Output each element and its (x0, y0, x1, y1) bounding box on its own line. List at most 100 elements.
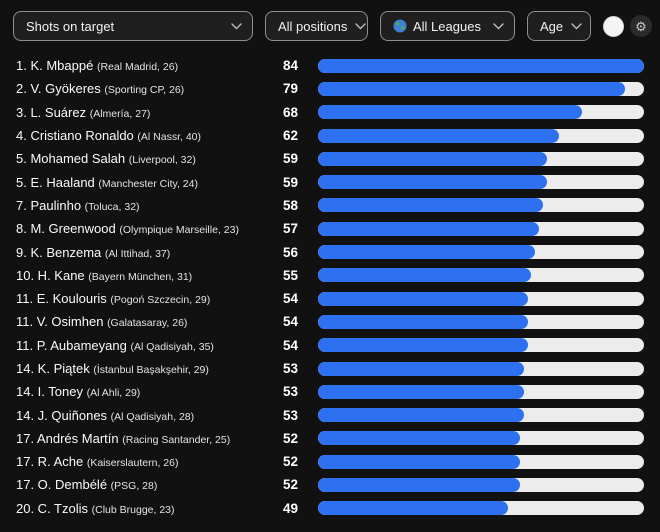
player-label: 17. Andrés Martín (Racing Santander, 25) (16, 431, 260, 446)
bar-track (318, 175, 644, 190)
bar-fill (318, 361, 524, 376)
player-rank-name: 11. V. Osimhen (16, 314, 108, 330)
player-row[interactable]: 11. E. Koulouris (Pogoń Szczecin, 29) 54 (16, 287, 644, 310)
age-filter-dropdown[interactable]: Age (527, 11, 591, 41)
bar-fill (318, 105, 582, 120)
bar-fill (318, 338, 528, 353)
player-rank-name: 5. E. Haaland (16, 174, 99, 190)
player-row[interactable]: 14. J. Quiñones (Al Qadisiyah, 28) 53 (16, 403, 644, 426)
player-value: 53 (282, 361, 298, 376)
player-rank-name: 9. K. Benzema (16, 244, 105, 260)
player-rank-name: 14. I. Toney (16, 384, 87, 400)
chevron-down-icon (355, 22, 367, 30)
player-label: 1. K. Mbappé (Real Madrid, 26) (16, 58, 260, 73)
player-value: 54 (282, 291, 298, 307)
player-rank-name: 8. M. Greenwood (16, 221, 120, 237)
player-label: 10. H. Kane (Bayern München, 31) (16, 268, 260, 283)
player-label: 17. R. Ache (Kaiserslautern, 26) (16, 454, 260, 469)
bar-track (318, 268, 644, 283)
player-club-age: (Club Brugge, 23) (91, 503, 175, 516)
bar-track (318, 128, 644, 143)
bar-track (318, 338, 644, 353)
player-club-age: (PSG, 28) (110, 480, 158, 493)
player-club-age: (Galatasaray, 26) (107, 317, 188, 330)
player-value: 52 (282, 454, 298, 470)
player-club-age: (Kaiserslautern, 26) (86, 457, 179, 470)
player-row[interactable]: 1. K. Mbappé (Real Madrid, 26) 84 (16, 54, 644, 77)
bar-track (318, 58, 644, 73)
player-row[interactable]: 14. K. Piątek (İstanbul Başakşehir, 29) … (16, 357, 644, 380)
player-row[interactable]: 14. I. Toney (Al Ahli, 29) 53 (16, 380, 644, 403)
player-club-age: (Liverpool, 32) (128, 154, 196, 167)
player-club-age: (İstanbul Başakşehir, 29) (93, 364, 209, 376)
player-club-age: (Pogoń Szczecin, 29) (110, 294, 211, 307)
league-filter-dropdown[interactable]: All Leagues (380, 11, 515, 41)
player-row[interactable]: 11. P. Aubameyang (Al Qadisiyah, 35) 54 (16, 334, 644, 357)
player-rank-name: 3. L. Suárez (16, 104, 90, 120)
player-row[interactable]: 2. V. Gyökeres (Sporting CP, 26) 79 (16, 77, 644, 100)
player-label: 11. E. Koulouris (Pogoń Szczecin, 29) (16, 291, 260, 306)
player-club-age: (Sporting CP, 26) (104, 84, 185, 97)
bar-track (318, 408, 644, 423)
player-row[interactable]: 20. C. Tzolis (Club Brugge, 23) 49 (16, 497, 644, 520)
bar-fill (318, 291, 528, 306)
player-value: 49 (282, 500, 298, 516)
player-row[interactable]: 5. Mohamed Salah (Liverpool, 32) 59 (16, 147, 644, 170)
theme-toggle[interactable] (603, 15, 624, 37)
bar-fill (318, 454, 520, 469)
player-row[interactable]: 17. Andrés Martín (Racing Santander, 25)… (16, 427, 644, 450)
player-value: 53 (282, 384, 298, 400)
player-row[interactable]: 17. O. Dembélé (PSG, 28) 52 (16, 473, 644, 496)
player-row[interactable]: 8. M. Greenwood (Olympique Marseille, 23… (16, 217, 644, 240)
filter-toolbar: Shots on target All positions All League… (0, 0, 660, 50)
player-value: 54 (282, 337, 298, 353)
player-rank-name: 17. Andrés Martín (16, 430, 123, 446)
chevron-down-icon (493, 22, 504, 30)
bar-track (318, 361, 644, 376)
player-label: 11. P. Aubameyang (Al Qadisiyah, 35) (16, 338, 260, 353)
player-value: 59 (282, 151, 298, 167)
player-rank-name: 20. C. Tzolis (16, 500, 92, 516)
player-row[interactable]: 17. R. Ache (Kaiserslautern, 26) 52 (16, 450, 644, 473)
player-value: 62 (282, 128, 298, 144)
player-club-age: (Bayern München, 31) (88, 270, 193, 283)
player-row[interactable]: 5. E. Haaland (Manchester City, 24) 59 (16, 170, 644, 193)
player-club-age: (Manchester City, 24) (98, 177, 198, 190)
bar-fill (318, 128, 559, 143)
player-value: 56 (282, 244, 298, 260)
bar-fill (318, 198, 544, 213)
player-row[interactable]: 4. Cristiano Ronaldo (Al Nassr, 40) 62 (16, 124, 644, 147)
player-row[interactable]: 11. V. Osimhen (Galatasaray, 26) 54 (16, 310, 644, 333)
bar-track (318, 151, 644, 166)
player-rank-name: 5. Mohamed Salah (16, 151, 129, 167)
position-filter-dropdown[interactable]: All positions (265, 11, 368, 41)
bar-fill (318, 58, 644, 73)
bar-track (318, 81, 644, 96)
player-label: 7. Paulinho (Toluca, 32) (16, 198, 260, 213)
player-value: 58 (282, 197, 298, 213)
player-rank-name: 10. H. Kane (16, 267, 89, 283)
player-rank-name: 11. E. Koulouris (16, 291, 111, 307)
player-value: 54 (282, 314, 298, 330)
bar-fill (318, 151, 547, 166)
player-row[interactable]: 7. Paulinho (Toluca, 32) 58 (16, 194, 644, 217)
player-row[interactable]: 10. H. Kane (Bayern München, 31) 55 (16, 264, 644, 287)
bar-track (318, 501, 644, 516)
player-rank-name: 1. K. Mbappé (16, 58, 97, 74)
player-label: 4. Cristiano Ronaldo (Al Nassr, 40) (16, 128, 260, 143)
player-row[interactable]: 9. K. Benzema (Al Ittihad, 37) 56 (16, 240, 644, 263)
player-value: 79 (282, 81, 298, 97)
bar-track (318, 245, 644, 260)
settings-button[interactable]: ⚙ (630, 15, 652, 37)
stat-filter-dropdown[interactable]: Shots on target (13, 11, 253, 41)
stat-filter-value: Shots on target (26, 18, 115, 34)
player-value: 53 (282, 407, 298, 423)
player-club-age: (Al Ittihad, 37) (104, 247, 171, 260)
bar-track (318, 105, 644, 120)
bar-track (318, 198, 644, 213)
bar-fill (318, 221, 540, 236)
player-row[interactable]: 3. L. Suárez (Almería, 27) 68 (16, 101, 644, 124)
player-label: 8. M. Greenwood (Olympique Marseille, 23… (16, 221, 260, 236)
bar-track (318, 477, 644, 492)
